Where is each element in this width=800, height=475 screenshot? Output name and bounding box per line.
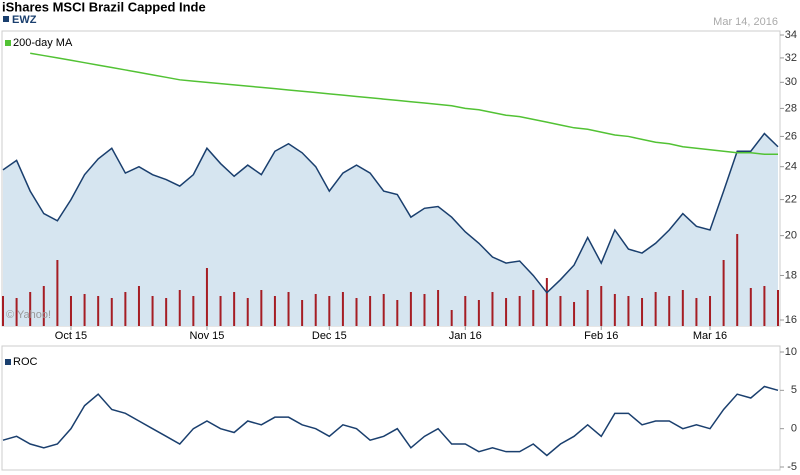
volume-bar: [369, 296, 372, 326]
volume-bar: [654, 292, 657, 326]
y-tick-label: 5: [791, 384, 797, 396]
volume-bar: [151, 296, 154, 326]
volume-bar: [450, 310, 453, 326]
y-tick-label: 26: [785, 130, 797, 142]
legend-swatch: [5, 359, 11, 365]
volume-bar: [165, 298, 168, 326]
legend-swatch: [5, 40, 11, 46]
volume-bar: [97, 296, 100, 326]
volume-bar: [124, 292, 127, 326]
volume-bar: [110, 298, 113, 326]
volume-bar: [355, 298, 358, 326]
volume-bar: [192, 296, 195, 326]
volume-bar: [586, 290, 589, 326]
volume-bar: [613, 294, 616, 326]
volume-bar: [641, 298, 644, 326]
volume-bar: [423, 294, 426, 326]
series-line: [2, 385, 779, 457]
volume-bar: [178, 290, 181, 326]
volume-bar: [219, 296, 222, 326]
volume-bar: [246, 298, 249, 326]
volume-bar: [83, 294, 86, 326]
volume-bar: [396, 300, 399, 326]
series-line: [2, 132, 779, 294]
volume-bar: [518, 296, 521, 326]
volume-bar: [42, 286, 45, 326]
y-tick-label: -5: [787, 461, 797, 473]
x-tick-label: Feb 16: [584, 330, 618, 342]
x-tick-label: Jan 16: [449, 330, 482, 342]
watermark: © Yahoo!: [6, 309, 51, 321]
volume-bar: [314, 294, 317, 326]
y-tick-label: 0: [791, 423, 797, 435]
legend-swatch: [3, 16, 9, 22]
y-tick-label: 10: [785, 346, 797, 358]
volume-bar: [273, 296, 276, 326]
volume-bar: [382, 294, 385, 326]
legend-label: 200-day MA: [13, 37, 73, 49]
volume-bar: [763, 286, 766, 326]
legend-label: EWZ: [12, 14, 37, 26]
volume-bar: [56, 260, 59, 326]
y-tick-label: 28: [785, 102, 797, 114]
volume-bar: [695, 298, 698, 326]
volume-bar: [722, 260, 725, 326]
volume-bar: [301, 300, 304, 326]
y-tick-label: 32: [785, 52, 797, 64]
volume-bar: [287, 292, 290, 326]
y-tick-label: 20: [785, 230, 797, 242]
volume-bar: [477, 300, 480, 326]
volume-bar: [600, 286, 603, 326]
volume-bar: [545, 278, 548, 326]
volume-bar: [532, 290, 535, 326]
volume-bar: [15, 298, 18, 326]
volume-bar: [69, 296, 72, 326]
volume-bar: [2, 296, 4, 326]
volume-bar: [341, 292, 344, 326]
y-tick-label: 22: [785, 193, 797, 205]
volume-bar: [627, 296, 630, 326]
volume-bar: [559, 296, 562, 326]
volume-bar: [328, 296, 331, 326]
date: Mar 14, 2016: [713, 16, 778, 28]
y-tick-label: 18: [785, 269, 797, 281]
volume-bar: [29, 292, 32, 326]
volume-bar: [437, 290, 440, 326]
series-line: [30, 52, 778, 156]
volume-bar: [505, 298, 508, 326]
x-tick-label: Dec 15: [312, 330, 347, 342]
volume-bar: [260, 290, 263, 326]
volume-bar: [668, 296, 671, 326]
x-tick-label: Mar 16: [693, 330, 727, 342]
volume-bar: [491, 292, 494, 326]
volume-bar: [464, 296, 467, 326]
volume-bar: [233, 292, 236, 326]
y-tick-label: 30: [785, 76, 797, 88]
volume-bar: [573, 302, 576, 326]
volume-bar: [749, 288, 752, 326]
volume-bar: [205, 268, 208, 326]
volume-bar: [777, 290, 779, 326]
y-tick-label: 34: [785, 29, 797, 41]
y-tick-label: 16: [785, 314, 797, 326]
volume-bar: [736, 234, 739, 326]
volume-bar: [409, 292, 412, 326]
x-tick-label: Oct 15: [55, 330, 87, 342]
volume-bar: [137, 286, 140, 326]
chart-title: iShares MSCI Brazil Capped Inde: [2, 0, 206, 14]
roc-pane: [1, 345, 781, 471]
price-area: [3, 133, 778, 326]
volume-bar: [681, 290, 684, 326]
legend-label: ROC: [13, 356, 38, 368]
y-tick-label: 24: [785, 161, 797, 173]
volume-bar: [709, 296, 712, 326]
x-tick-label: Nov 15: [190, 330, 225, 342]
